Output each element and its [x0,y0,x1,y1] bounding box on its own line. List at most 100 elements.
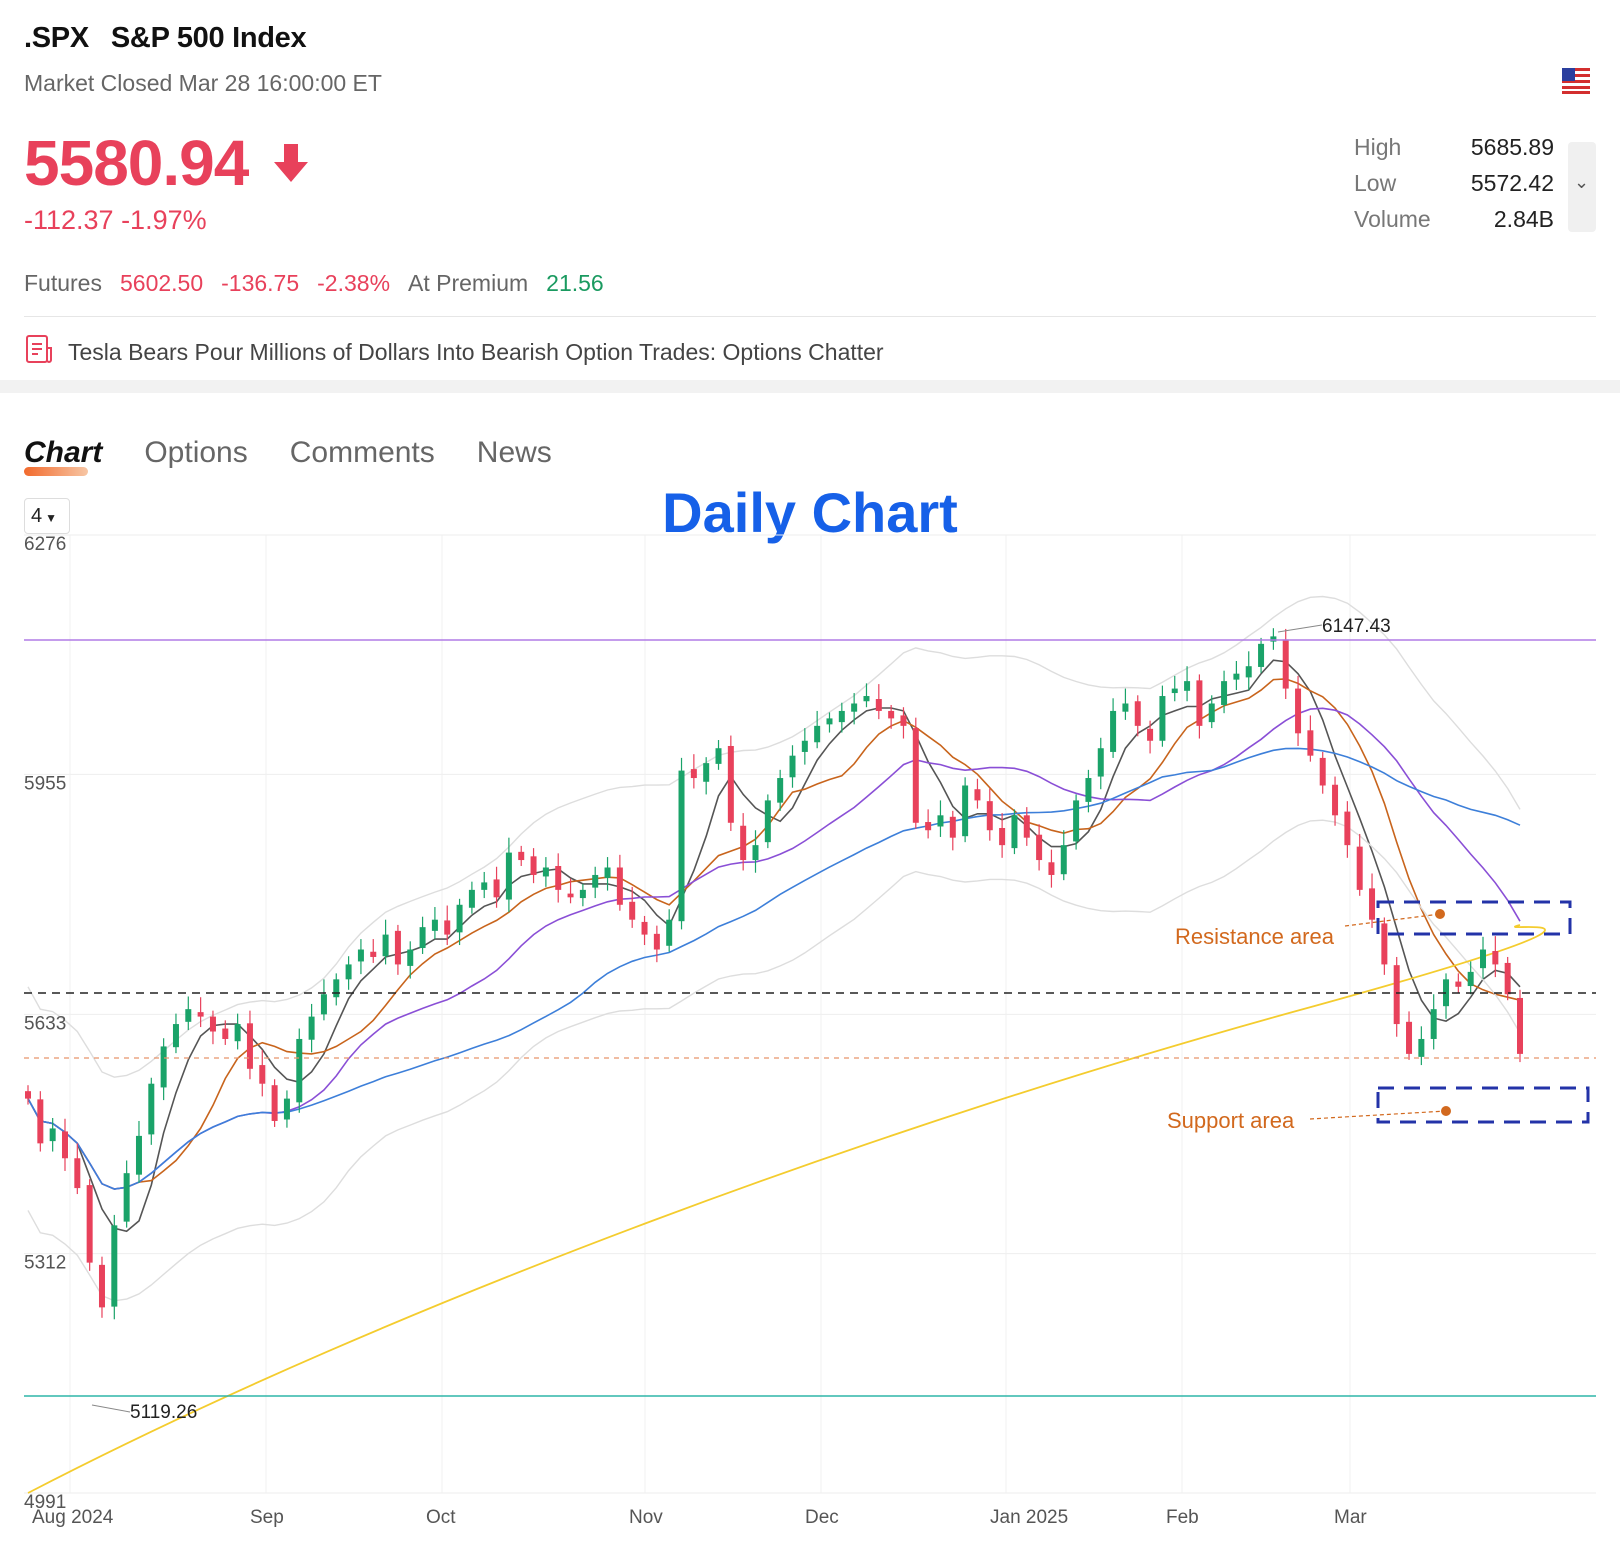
news-headline[interactable]: Tesla Bears Pour Millions of Dollars Int… [68,338,884,365]
candle-body [246,1023,253,1069]
candle-body [505,852,512,900]
news-ticker[interactable]: Tesla Bears Pour Millions of Dollars Int… [24,334,884,370]
candle-body [419,927,426,949]
resistance-label: Resistance area [1175,924,1335,949]
candle-body [444,920,451,935]
candle-body [283,1098,290,1120]
candle-body [1295,688,1302,734]
premium-label: At Premium [408,270,529,296]
candle-body [567,893,574,898]
candle-body [382,934,389,957]
candle-body [25,1091,31,1099]
tab-options[interactable]: Options [144,436,248,469]
candle-body [1184,681,1191,691]
period-selector-value: 4 [31,505,43,527]
candle-body [616,867,623,905]
support-box [1376,1086,1590,1124]
candle-body [592,874,599,888]
high-value: 5685.89 [1470,134,1554,160]
candle-body [740,825,747,861]
candle-body [678,770,685,922]
chevron-down-icon: ⌄ [1574,172,1590,192]
candle-body [814,725,821,743]
candle-body [1196,680,1203,726]
last-price: 5580.94 [24,127,249,199]
candle-body [123,1173,130,1222]
candle-body [629,901,636,920]
candle-body [370,951,377,957]
candle-body [1319,757,1326,786]
candle-body [234,1024,241,1042]
section-separator [0,380,1620,393]
candle-body [222,1028,229,1039]
expand-stats-button[interactable]: ⌄ [1568,142,1596,232]
candle-body [937,815,944,827]
candle-body [1023,815,1030,838]
candle-body [1134,701,1141,726]
candle-body [925,822,932,831]
candle-body [1282,639,1289,689]
x-tick-label: Jan 2025 [990,1507,1068,1528]
candle-body [61,1131,68,1159]
candle-body [900,715,907,726]
y-tick-label: 6276 [24,534,66,555]
moving-average-line [27,678,1521,1190]
candle-body [1504,962,1511,995]
candle-body [974,789,981,801]
candle-body [912,728,919,823]
lower-band-line [27,819,1521,1302]
candle-body [1233,673,1240,680]
candle-body [333,979,340,998]
candle-body [1492,951,1499,965]
candle-body [752,845,759,861]
us-flag-icon [1562,68,1590,94]
candle-body [999,827,1006,846]
candle-body [641,921,648,935]
y-tick-label: 4991 [24,1492,66,1513]
candle-body [74,1158,81,1189]
period-selector[interactable]: 4 ▼ [24,498,70,534]
candle-body [1517,997,1523,1054]
tab-news[interactable]: News [476,436,552,469]
low-label: Low [1354,170,1397,196]
candle-body [851,703,858,712]
candle-body [826,718,833,725]
symbol-header: .SPX S&P 500 Index [24,22,307,55]
candle-body [320,994,327,1015]
price-chart[interactable]: 6147.43 5119.26 Resistance area Support are… [0,520,1620,1542]
candle-body [1406,1021,1413,1054]
candle-body [1381,923,1388,965]
tab-comments[interactable]: Comments [289,436,435,469]
candle-body [1258,643,1265,667]
futures-change: -136.75 [221,270,300,296]
candle-body [1122,703,1129,712]
candle-body [1480,949,1487,969]
candle-body [86,1185,93,1263]
candle-body [1430,1009,1437,1039]
candle-body [308,1016,315,1040]
tab-chart[interactable]: Chart [24,436,103,476]
candle-body [1418,1038,1425,1057]
futures-pct: -2.38% [317,270,391,296]
candle-body [98,1264,105,1308]
y-tick-label: 5312 [24,1253,66,1274]
candle-body [555,866,562,890]
candle-body [135,1135,142,1175]
candle-body [172,1024,179,1048]
candle-body [542,867,549,877]
chart-grid [24,534,1596,1494]
moving-averages [27,595,1546,1494]
candle-body [962,785,969,837]
candle-body [1073,800,1080,842]
volume-value: 2.84B [1493,206,1554,232]
candle-body [1085,778,1092,802]
candle-body [37,1099,44,1144]
support-label: Support area [1167,1108,1295,1133]
chart-title: Daily Chart [662,481,958,544]
candle-body [1245,666,1252,678]
index-name: S&P 500 Index [110,22,307,54]
futures-label: Futures [24,270,102,296]
candle-body [148,1083,155,1135]
candle-body [1060,845,1067,875]
